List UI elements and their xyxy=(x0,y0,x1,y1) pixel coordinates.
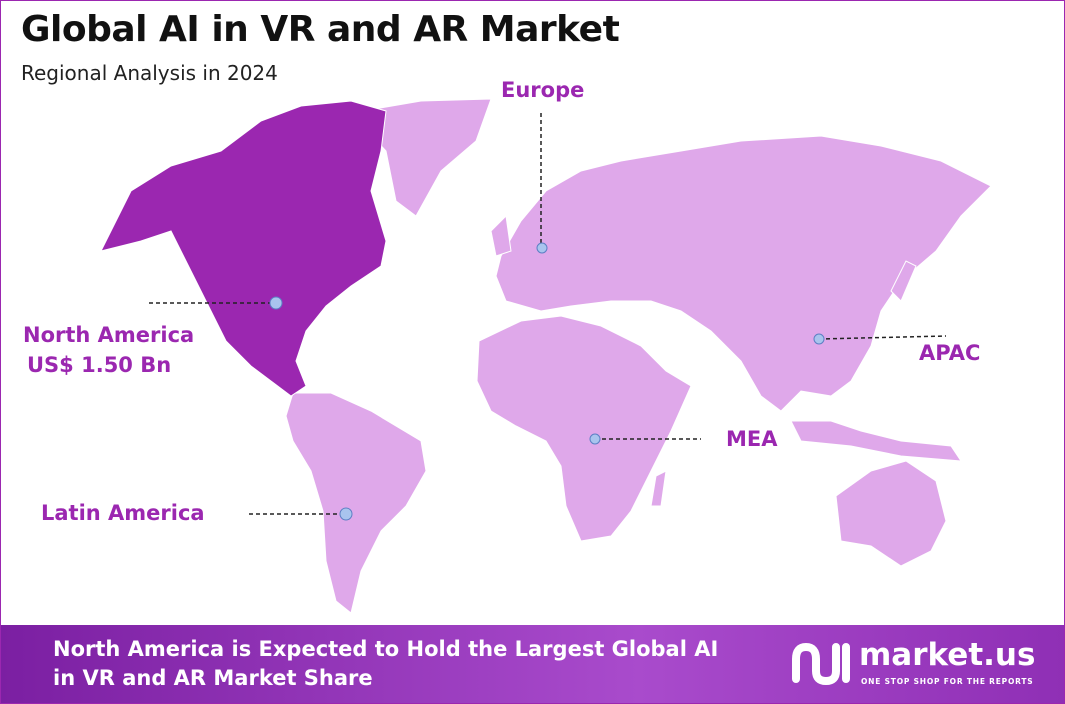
region-marker xyxy=(339,507,353,521)
indonesia xyxy=(790,420,962,462)
region-marker xyxy=(536,242,548,254)
greenland xyxy=(350,98,492,217)
region-value: US$ 1.50 Bn xyxy=(27,353,172,377)
leader-line xyxy=(818,335,947,340)
south-america xyxy=(285,392,427,614)
madagascar xyxy=(650,470,667,507)
africa xyxy=(476,315,692,542)
region-marker xyxy=(589,433,601,445)
region-label: APAC xyxy=(919,341,981,365)
region-marker xyxy=(269,296,283,310)
brand: market.us xyxy=(859,637,1036,673)
eurasia xyxy=(495,135,992,412)
region-label: North America xyxy=(23,323,195,347)
title: Global AI in VR and AR Market xyxy=(21,9,620,50)
subtitle: Regional Analysis in 2024 xyxy=(21,61,278,85)
world-map xyxy=(100,98,992,614)
footer: North America is Expected to Hold the La… xyxy=(1,625,1064,703)
region-label: Europe xyxy=(501,78,585,102)
australia xyxy=(835,460,947,567)
footer-text: North America is Expected to Hold the La… xyxy=(53,637,719,690)
uk xyxy=(490,214,512,257)
logo-icon xyxy=(792,642,850,686)
north-america xyxy=(100,100,387,397)
region-label: Latin America xyxy=(41,501,205,525)
region-label: MEA xyxy=(726,427,778,451)
region-marker xyxy=(813,333,825,345)
tagline: ONE STOP SHOP FOR THE REPORTS xyxy=(861,677,1034,686)
japan xyxy=(890,260,917,302)
